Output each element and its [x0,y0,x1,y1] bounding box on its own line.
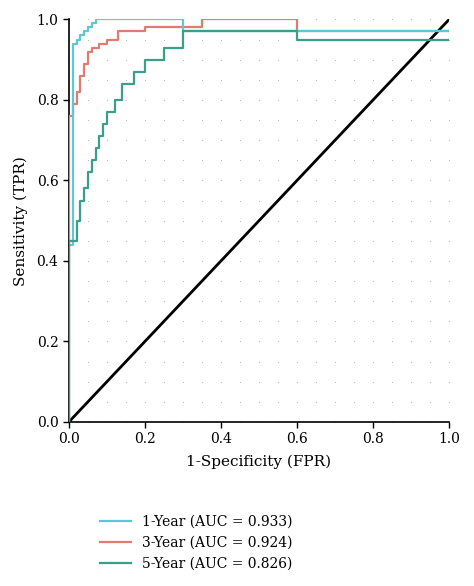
Y-axis label: Sensitivity (TPR): Sensitivity (TPR) [14,156,28,285]
Legend: 1-Year (AUC = 0.933), 3-Year (AUC = 0.924), 5-Year (AUC = 0.826): 1-Year (AUC = 0.933), 3-Year (AUC = 0.92… [95,509,298,577]
X-axis label: 1-Specificity (FPR): 1-Specificity (FPR) [186,455,332,469]
